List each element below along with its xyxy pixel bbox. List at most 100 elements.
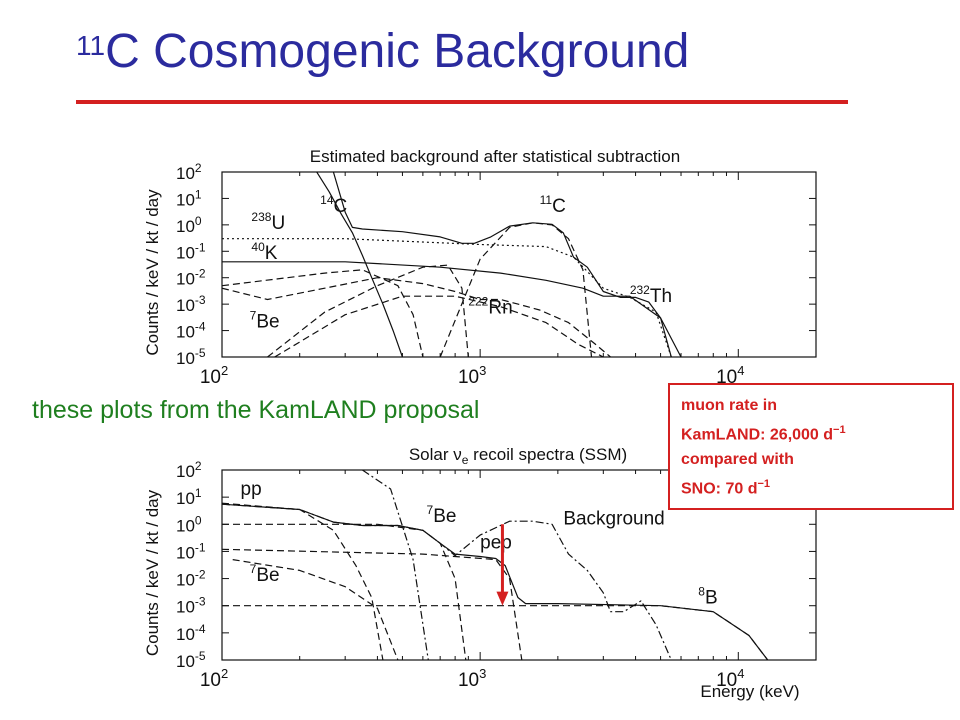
series-line-6 xyxy=(222,548,523,660)
plot-frame xyxy=(221,171,817,358)
curve-label: 8B xyxy=(698,585,717,609)
y-tick-label: 102 xyxy=(176,161,202,183)
y-tick-exp: -5 xyxy=(195,649,206,663)
curve-label-sup: 11 xyxy=(540,193,553,207)
curve-label-sup: 232 xyxy=(630,283,650,297)
x-tick-label: 104 xyxy=(716,363,744,388)
y-tick-label: 10-1 xyxy=(176,540,206,562)
chart-title: Solar νe recoil spectra (SSM) xyxy=(409,445,627,467)
y-tick-base: 10 xyxy=(176,543,195,562)
y-tick-base: 10 xyxy=(176,323,195,342)
curve-label-main: K xyxy=(265,243,278,264)
curve-label-sup: 238 xyxy=(251,210,271,224)
y-tick-label: 10-3 xyxy=(176,595,206,617)
curve-label: 14C xyxy=(320,193,347,217)
note-line-2-sup: −1 xyxy=(833,424,846,436)
series-line-1 xyxy=(222,503,769,660)
curve-label-sup: 222 xyxy=(468,294,488,308)
y-tick-exp: 0 xyxy=(195,214,202,228)
y-tick-base: 10 xyxy=(176,217,195,236)
series-line-7 xyxy=(267,264,469,357)
series-group xyxy=(222,470,769,660)
title-underline xyxy=(76,100,848,104)
y-tick-base: 10 xyxy=(176,243,195,262)
curve-label: 7Be xyxy=(250,309,280,333)
curve-label: pep xyxy=(480,532,512,553)
y-tick-label: 10-2 xyxy=(176,568,206,590)
chart-title-part: recoil spectra (SSM) xyxy=(468,445,627,464)
y-tick-base: 10 xyxy=(176,571,195,590)
curve-label-main: Be xyxy=(256,565,279,586)
x-tick-label: 102 xyxy=(200,363,228,388)
x-tick-label: 103 xyxy=(458,666,486,691)
source-caption: these plots from the KamLAND proposal xyxy=(32,396,480,424)
curve-label-sup: 40 xyxy=(251,240,265,254)
y-tick-base: 10 xyxy=(176,652,195,671)
curve-label: 7Be xyxy=(250,562,280,586)
x-tick-label: 102 xyxy=(200,666,228,691)
y-tick-label: 10-5 xyxy=(176,649,206,671)
note-line-4: SNO: 70 d−1 xyxy=(681,478,770,498)
series-line-8 xyxy=(232,559,399,660)
x-tick-exp: 3 xyxy=(479,666,486,681)
curve-label-sup: 7 xyxy=(427,503,434,517)
y-tick-base: 10 xyxy=(176,349,195,368)
curve-label: 238U xyxy=(251,210,285,234)
curve-label-main: C xyxy=(552,196,566,217)
y-tick-base: 10 xyxy=(176,270,195,289)
curve-label: 40K xyxy=(251,240,277,264)
x-tick-label: 103 xyxy=(458,363,486,388)
y-tick-label: 100 xyxy=(176,214,202,236)
x-tick-label: 104 xyxy=(716,666,744,691)
y-axis-label: Counts / keV / kt / day xyxy=(143,489,162,656)
curve-label-main: Background xyxy=(563,508,664,529)
slide-title: 11C Cosmogenic Background xyxy=(76,28,689,76)
series-line-4 xyxy=(222,502,384,660)
x-tick-exp: 2 xyxy=(221,666,228,681)
y-tick-label: 10-4 xyxy=(176,320,206,342)
title-superscript: 11 xyxy=(76,30,106,61)
y-tick-exp: -3 xyxy=(195,293,206,307)
curve-label-main: pep xyxy=(480,532,512,553)
chart-2: 102 103 10410210110010-110-210-310-410-5So… xyxy=(143,445,817,701)
y-tick-base: 10 xyxy=(176,598,195,617)
y-tick-base: 10 xyxy=(176,489,195,508)
x-axis-label: Energy (keV) xyxy=(700,682,799,701)
x-tick-base: 10 xyxy=(458,670,479,691)
y-tick-exp: 1 xyxy=(195,187,202,201)
chart-title: Estimated background after statistical s… xyxy=(310,147,680,166)
y-tick-exp: -4 xyxy=(195,622,206,636)
y-tick-label: 102 xyxy=(176,459,202,481)
y-tick-exp: -1 xyxy=(195,240,206,254)
series-line-2 xyxy=(222,261,682,357)
curve-label: 222Rn xyxy=(468,294,512,318)
title-text: C Cosmogenic Background xyxy=(105,25,690,78)
curve-label-sup: 8 xyxy=(698,585,705,599)
y-tick-base: 10 xyxy=(176,164,195,183)
x-tick-base: 10 xyxy=(458,367,479,388)
curve-label: Background xyxy=(563,508,664,529)
note-line-4-text: SNO: 70 d xyxy=(681,480,758,498)
curve-label: 232Th xyxy=(630,283,672,307)
note-line-3: compared with xyxy=(681,451,794,468)
note-line-1: muon rate in xyxy=(681,397,778,414)
curve-label-main: B xyxy=(705,588,718,609)
curve-label: 11C xyxy=(540,193,566,217)
series-line-3 xyxy=(362,470,429,660)
note-line-2: KamLAND: 26,000 d−1 xyxy=(681,424,846,444)
y-tick-label: 10-3 xyxy=(176,293,206,315)
y-tick-base: 10 xyxy=(176,296,195,315)
y-tick-exp: 1 xyxy=(195,486,202,500)
x-tick-base: 10 xyxy=(716,367,737,388)
curve-label-main: Be xyxy=(433,506,456,527)
x-tick-exp: 2 xyxy=(221,363,228,378)
y-tick-exp: 2 xyxy=(195,459,202,473)
x-tick-exp: 4 xyxy=(737,666,744,681)
x-tick-exp: 4 xyxy=(737,363,744,378)
chart-title-sub: e xyxy=(462,453,469,467)
y-tick-label: 10-1 xyxy=(176,240,206,262)
curve-label-main: Be xyxy=(256,312,279,333)
curve-label: pp xyxy=(241,479,262,500)
series-line-8 xyxy=(274,295,604,357)
chart-title-part: Solar ν xyxy=(409,445,462,464)
